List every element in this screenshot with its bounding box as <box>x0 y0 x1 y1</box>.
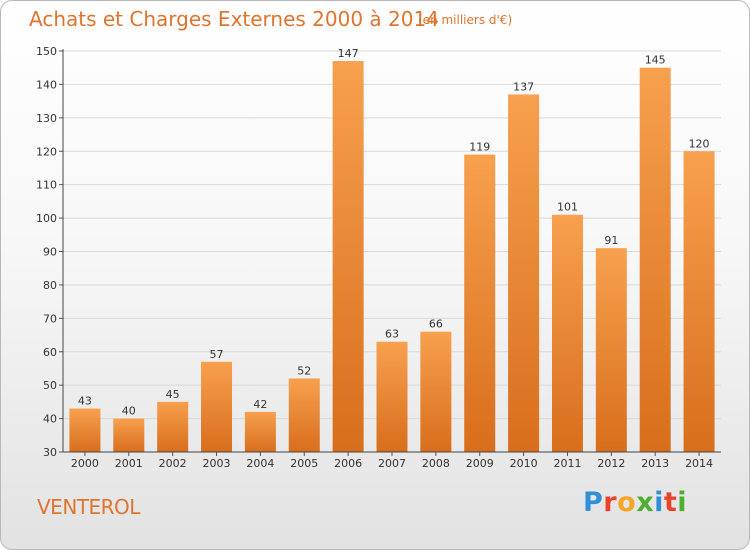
x-tick-label: 2000 <box>71 457 99 470</box>
bar-value-label: 119 <box>469 141 490 154</box>
bar-value-label: 147 <box>338 47 359 60</box>
bar <box>595 248 627 452</box>
bar <box>332 61 364 453</box>
x-tick-label: 2002 <box>159 457 187 470</box>
x-tick-label: 2001 <box>115 457 143 470</box>
x-tick-label: 2005 <box>290 457 318 470</box>
chart-title: Achats et Charges Externes 2000 à 2014 <box>29 7 439 31</box>
y-tick-label: 150 <box>36 45 57 58</box>
y-tick-label: 100 <box>36 212 57 225</box>
bar <box>113 418 145 452</box>
bar-value-label: 57 <box>210 348 224 361</box>
bar <box>288 378 320 452</box>
logo-letter: i <box>654 487 664 518</box>
commune-name: VENTEROL <box>37 495 140 519</box>
x-tick-label: 2008 <box>422 457 450 470</box>
bar-value-label: 66 <box>429 318 443 331</box>
y-tick-label: 110 <box>36 179 57 192</box>
bar <box>683 151 715 452</box>
y-tick-label: 130 <box>36 112 57 125</box>
bar <box>551 214 583 452</box>
y-tick-label: 30 <box>43 446 57 459</box>
logo-letter: r <box>603 487 618 518</box>
bar <box>639 67 671 452</box>
bar-value-label: 137 <box>513 80 534 93</box>
x-tick-label: 2009 <box>466 457 494 470</box>
bar <box>508 94 540 453</box>
proxiti-logo: Proxiti <box>583 487 687 518</box>
logo-letter: t <box>663 487 678 518</box>
y-tick-label: 120 <box>36 145 57 158</box>
bar-value-label: 145 <box>645 54 666 67</box>
bar <box>464 154 496 452</box>
bars <box>69 61 715 453</box>
logo-letter: P <box>583 487 604 518</box>
x-tick-label: 2011 <box>553 457 581 470</box>
axes <box>59 49 721 456</box>
bar-value-label: 43 <box>78 395 92 408</box>
bar <box>69 408 101 452</box>
x-tick-label: 2004 <box>246 457 274 470</box>
bar <box>376 341 408 452</box>
bar-value-label: 40 <box>122 405 136 418</box>
bar-value-label: 101 <box>557 201 578 214</box>
logo-letter: i <box>677 487 688 518</box>
bar-value-label: 45 <box>166 388 180 401</box>
bar <box>244 411 276 452</box>
y-tick-label: 60 <box>43 346 57 359</box>
chart-unit: (en milliers d'€) <box>418 13 513 27</box>
bar <box>201 361 233 452</box>
y-tick-label: 80 <box>43 279 57 292</box>
bar <box>157 401 189 452</box>
bar-value-label: 120 <box>689 137 710 150</box>
logo-letter: x <box>636 487 655 518</box>
bar-value-label: 42 <box>253 398 267 411</box>
logo-letter: o <box>617 487 637 518</box>
y-tick-label: 140 <box>36 78 57 91</box>
bar-value-label: 63 <box>385 328 399 341</box>
bar-value-label: 91 <box>604 234 618 247</box>
x-tick-label: 2014 <box>685 457 713 470</box>
x-tick-label: 2013 <box>641 457 669 470</box>
bar-value-label: 52 <box>297 364 311 377</box>
x-tick-label: 2003 <box>203 457 231 470</box>
y-tick-label: 70 <box>43 312 57 325</box>
bar <box>420 331 452 452</box>
x-tick-label: 2012 <box>597 457 625 470</box>
y-tick-label: 40 <box>43 413 57 426</box>
x-tick-label: 2007 <box>378 457 406 470</box>
x-tick-label: 2006 <box>334 457 362 470</box>
labels: 30 40 50 60 70 80 90 100 110 120 130 140 150 43 2000 40… <box>36 45 713 470</box>
x-tick-label: 2010 <box>510 457 538 470</box>
y-tick-label: 50 <box>43 379 57 392</box>
y-tick-label: 90 <box>43 246 57 259</box>
